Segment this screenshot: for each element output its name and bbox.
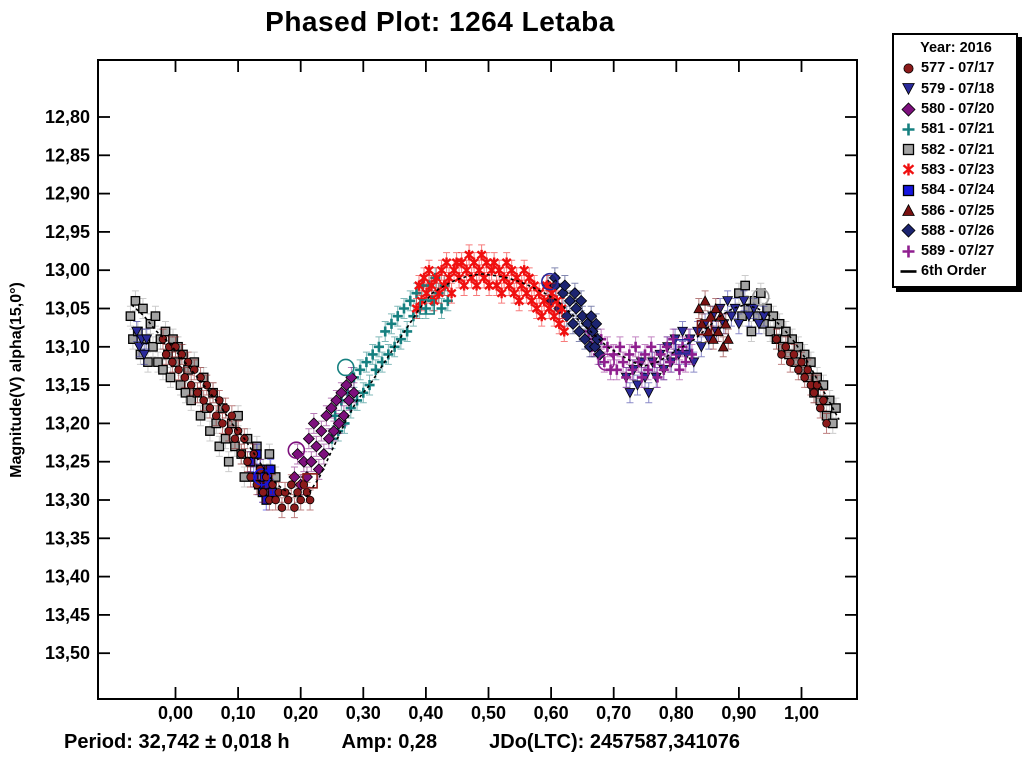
diamond-icon	[901, 223, 916, 238]
plus-icon	[902, 245, 915, 258]
legend-item-label: 581 - 07/21	[921, 121, 995, 138]
legend-item-fit: 6th Order	[900, 261, 1012, 281]
chart-title: Phased Plot: 1264 Letaba	[265, 6, 615, 37]
series-577	[158, 328, 831, 519]
x-axis-ticks: 0,00 0,10 0,20 0,30 0,40 0,50 0,60 0,70 0,80 0,90…	[158, 60, 819, 723]
y-axis-label: Magnitude(V) alpha(15,0°)	[8, 282, 25, 478]
y-tick-label: 13,25	[45, 452, 90, 472]
y-tick-label: 12,80	[45, 107, 90, 127]
square-icon	[902, 143, 915, 156]
y-tick-label: 12,90	[45, 184, 90, 204]
amp-value: Amp: 0,28	[341, 731, 438, 753]
legend: Year: 2016 577 - 07/17 579 - 07/18 580 - 0…	[892, 33, 1018, 288]
y-tick-label: 13,30	[45, 490, 90, 510]
plot-frame	[97, 59, 858, 700]
legend-item-label: 580 - 07/20	[921, 101, 995, 118]
y-tick-label: 13,15	[45, 375, 90, 395]
legend-item-label: 589 - 07/27	[921, 243, 995, 260]
legend-item-584: 584 - 07/24	[900, 180, 1012, 200]
legend-item-580: 580 - 07/20	[900, 99, 1012, 119]
legend-item-label: 582 - 07/21	[921, 141, 995, 158]
legend-item-577: 577 - 07/17	[900, 58, 1012, 78]
period-value: Period: 32,742 ± 0,018 h	[64, 731, 290, 753]
y-tick-label: 13,50	[45, 643, 90, 663]
legend-item-label: 579 - 07/18	[921, 80, 995, 97]
x-tick-label: 0,70	[596, 703, 631, 723]
y-tick-label: 13,35	[45, 528, 90, 548]
y-axis-ticks: 12,80 12,85 12,90 12,95 13,00 13,05 13,10 13,15…	[45, 107, 857, 663]
triangle-up-icon	[902, 203, 915, 216]
y-tick-label: 13,10	[45, 337, 90, 357]
y-tick-label: 13,00	[45, 260, 90, 280]
y-tick-label: 13,45	[45, 605, 90, 625]
plus-icon	[902, 123, 915, 136]
triangle-down-icon	[902, 83, 915, 96]
series-580	[288, 366, 360, 496]
legend-item-583: 583 - 07/23	[900, 160, 1012, 180]
y-tick-label: 13,20	[45, 413, 90, 433]
x-tick-label: 0,50	[471, 703, 506, 723]
open-markers	[253, 272, 770, 489]
series-586	[693, 290, 734, 358]
x-tick-label: 1,00	[784, 703, 819, 723]
x-tick-label: 0,00	[158, 703, 193, 723]
legend-item-label: 586 - 07/25	[921, 202, 995, 219]
y-tick-label: 13,05	[45, 299, 90, 319]
x-tick-label: 0,30	[346, 703, 381, 723]
legend-item-label: 583 - 07/23	[921, 161, 995, 178]
jdo-value: JDo(LTC): 2457587,341076	[489, 731, 741, 753]
legend-title: Year: 2016	[920, 40, 992, 56]
y-tick-label: 13,40	[45, 567, 90, 587]
legend-item-581: 581 - 07/21	[900, 119, 1012, 139]
asterisk-icon	[902, 163, 915, 176]
y-tick-label: 12,95	[45, 222, 90, 242]
legend-item-589: 589 - 07/27	[900, 241, 1012, 261]
legend-item-label: 577 - 07/17	[921, 60, 995, 77]
line-icon	[900, 270, 917, 273]
x-tick-label: 0,20	[283, 703, 318, 723]
series-583	[411, 244, 570, 342]
x-tick-label: 0,60	[534, 703, 569, 723]
fit-line	[131, 273, 840, 497]
legend-item-label: 6th Order	[921, 263, 987, 280]
legend-item-label: 588 - 07/26	[921, 222, 995, 239]
circle-icon	[903, 63, 914, 74]
legend-item-label: 584 - 07/24	[921, 182, 995, 199]
footer-annotations: Period: 32,742 ± 0,018 h Amp: 0,28 JDo(LTC…	[64, 731, 792, 754]
legend-item-579: 579 - 07/18	[900, 79, 1012, 99]
diamond-icon	[901, 101, 916, 117]
legend-item-588: 588 - 07/26	[900, 221, 1012, 241]
square-icon	[902, 184, 915, 196]
legend-item-586: 586 - 07/25	[900, 200, 1012, 220]
y-tick-label: 12,85	[45, 145, 90, 165]
legend-item-582: 582 - 07/21	[900, 139, 1012, 159]
x-tick-label: 0,10	[221, 703, 256, 723]
x-tick-label: 0,80	[659, 703, 694, 723]
x-tick-label: 0,90	[721, 703, 756, 723]
x-tick-label: 0,40	[408, 703, 443, 723]
